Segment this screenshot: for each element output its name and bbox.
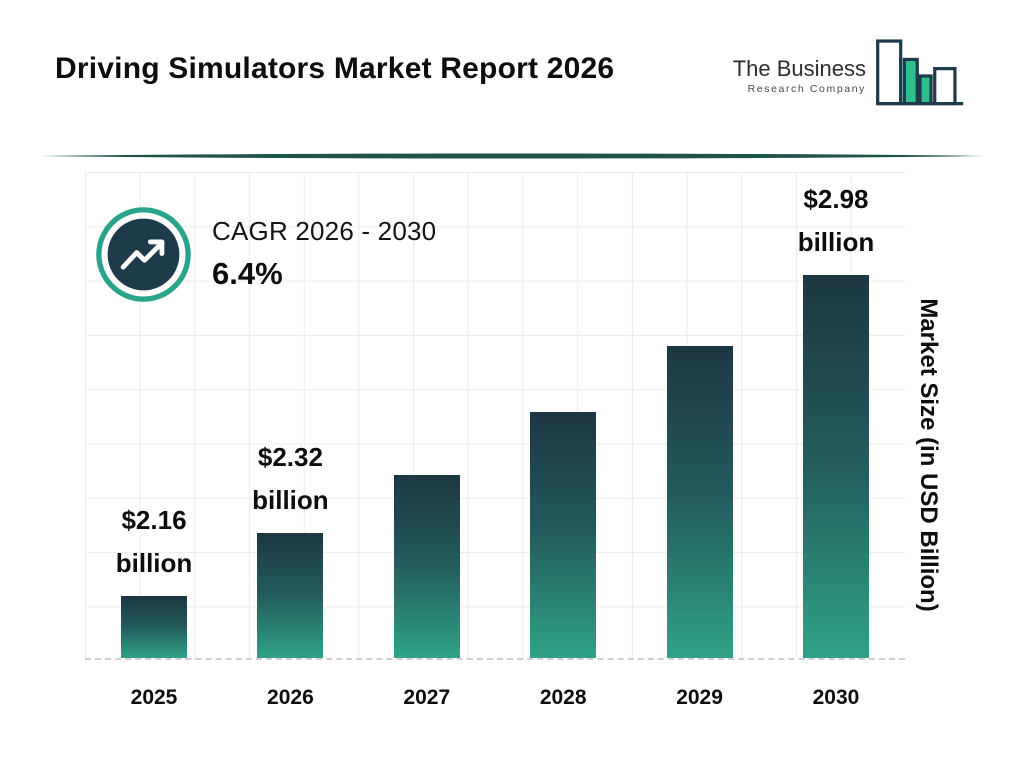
logo-bar-chart-icon xyxy=(876,39,964,106)
y-axis-title: Market Size (in USD Billion) xyxy=(915,298,942,612)
bar-column-2028: 2028 xyxy=(530,412,597,709)
x-axis-label-2030: 2030 xyxy=(812,686,860,709)
bar-2027 xyxy=(393,475,460,658)
page-title: Driving Simulators Market Report 2026 xyxy=(55,52,615,85)
cagr-label: CAGR 2026 - 2030 xyxy=(212,216,437,246)
company-logo: The Business Research Company xyxy=(733,36,966,116)
plot-area: $2.16 billion 2025 $2.32 billion 2026 2027 2028… xyxy=(85,172,905,709)
x-axis-label-2026: 2026 xyxy=(267,686,314,709)
x-axis-label-2027: 2027 xyxy=(403,686,451,709)
bar-column-2025: $2.16 billion 2025 xyxy=(116,499,193,709)
trend-up-arrow-icon xyxy=(96,207,191,302)
x-axis-label-2029: 2029 xyxy=(676,686,723,709)
bar-2030 xyxy=(802,275,869,658)
cagr-value: 6.4% xyxy=(212,256,283,291)
bar-series: $2.16 billion 2025 $2.32 billion 2026 2027 2028… xyxy=(85,172,905,709)
bar-value-label-2030: $2.98 billion xyxy=(797,183,875,258)
bar-column-2026: $2.32 billion 2026 xyxy=(252,436,329,709)
divider-line xyxy=(40,153,985,159)
x-axis-label-2025: 2025 xyxy=(130,686,178,709)
bar-2026 xyxy=(257,533,324,658)
x-axis-label-2028: 2028 xyxy=(539,686,587,709)
logo-name: The Business xyxy=(732,55,866,81)
bar-2028 xyxy=(530,412,597,658)
cagr-badge: CAGR 2026 - 2030 6.4% xyxy=(95,206,436,303)
bar-column-2030: $2.98 billion 2030 xyxy=(798,178,875,709)
bar-2025 xyxy=(121,596,187,658)
company-logo-text: The Business Research Company xyxy=(732,55,866,96)
logo-subtitle: Research Company xyxy=(747,83,866,96)
bar-column-2027: 2027 xyxy=(393,475,460,709)
bar-column-2029: 2029 xyxy=(666,346,733,709)
bar-2029 xyxy=(666,346,733,658)
cagr-text: CAGR 2026 - 2030 6.4% xyxy=(212,206,436,292)
bar-value-label-2025: $2.16 billion xyxy=(115,504,193,579)
bar-value-label-2026: $2.32 billion xyxy=(252,441,329,516)
